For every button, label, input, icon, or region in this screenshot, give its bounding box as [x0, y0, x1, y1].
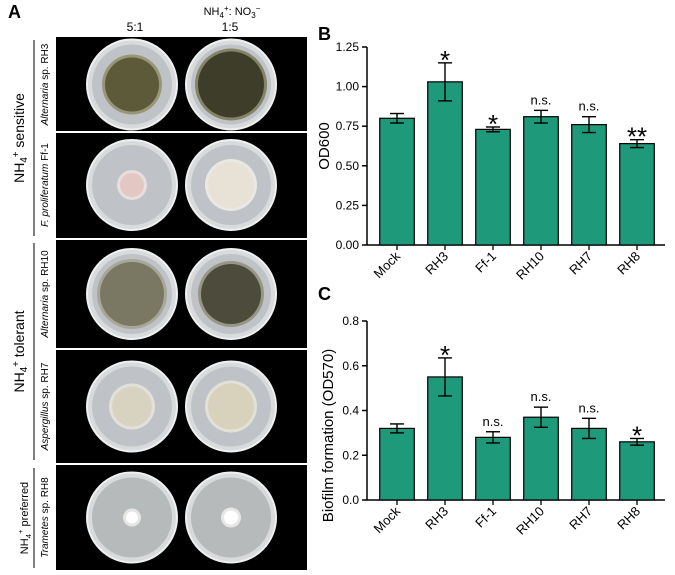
- fungal-colony: [208, 162, 254, 208]
- x-tick-label: Mock: [371, 503, 404, 536]
- strain-label: Trametes sp. RH8: [40, 477, 51, 558]
- bar-rh10: [523, 416, 559, 501]
- panel-label: C: [318, 284, 331, 304]
- bar-rh10: [523, 116, 559, 246]
- significance-ns: n.s.: [483, 414, 504, 429]
- bar-rh3: [427, 376, 463, 501]
- x-tick-label: RH10: [513, 504, 547, 538]
- x-tick-label: RH10: [513, 249, 547, 283]
- bar-ff-1: [475, 128, 511, 246]
- fungal-colony: [208, 383, 254, 430]
- panel-a-label: A: [8, 2, 21, 22]
- y-tick-label: 0.8: [342, 314, 359, 328]
- bar-rh7: [571, 124, 607, 246]
- fungal-colony: [126, 511, 138, 524]
- strain-label: F. proliferatum Ff-1: [40, 143, 51, 227]
- panel-label: B: [318, 24, 331, 44]
- bar-mock: [379, 427, 415, 501]
- x-tick-label: RH7: [566, 504, 595, 533]
- significance-star: *: [488, 109, 498, 139]
- x-tick-label: Mock: [371, 248, 404, 281]
- y-tick-label: 0.0: [342, 493, 359, 507]
- significance-ns: n.s.: [531, 389, 552, 404]
- x-tick-label: RH7: [566, 249, 595, 278]
- y-tick-label: 0.25: [336, 198, 360, 212]
- fungal-colony: [198, 51, 264, 118]
- y-tick-label: 1.25: [336, 40, 360, 54]
- y-tick-label: 0.75: [336, 119, 360, 133]
- group-label: NH4+ sensitive: [11, 93, 30, 183]
- bar-ff-1: [475, 436, 511, 501]
- column-header: NH4+: NO3−: [204, 4, 261, 20]
- y-tick-label: 0.6: [342, 359, 359, 373]
- x-tick-label: RH3: [422, 504, 451, 533]
- column-label-1-5: 1:5: [222, 20, 239, 34]
- y-tick-label: 0.50: [336, 159, 360, 173]
- significance-star: *: [632, 420, 642, 450]
- significance-ns: n.s.: [579, 400, 600, 415]
- fungal-colony: [201, 264, 261, 324]
- significance-star: *: [440, 45, 450, 75]
- significance-star: *: [440, 340, 450, 370]
- strain-label: Alternaria sp. RH3: [40, 43, 51, 126]
- fungal-colony: [120, 173, 144, 197]
- significance-ns: n.s.: [579, 99, 600, 114]
- y-axis-label: OD600: [316, 122, 333, 170]
- x-tick-label: Ff-1: [472, 504, 499, 531]
- chart-panel-b: B 0.00 0.25 0.50 0.75 1.00 1.25 OD600 Mock * RH3 * F…: [316, 24, 665, 283]
- fungal-colony: [105, 57, 159, 112]
- bar-rh3: [427, 81, 463, 246]
- bar-mock: [379, 117, 415, 246]
- column-label-5-1: 5:1: [127, 20, 144, 34]
- bar-rh8: [619, 143, 655, 246]
- x-tick-label: RH8: [614, 249, 643, 278]
- y-axis-label: Biofilm formation (OD570): [320, 349, 337, 522]
- significance-ns: n.s.: [531, 92, 552, 107]
- x-tick-label: RH8: [614, 504, 643, 533]
- fungal-colony: [224, 510, 238, 525]
- strain-label: Alternaria sp. RH10: [40, 250, 51, 339]
- y-tick-label: 0.2: [342, 448, 359, 462]
- significance-star: **: [627, 122, 647, 152]
- x-tick-label: RH3: [422, 249, 451, 278]
- y-tick-label: 0.00: [336, 238, 360, 252]
- y-tick-label: 0.4: [342, 404, 359, 418]
- group-label: NH4+ preferred: [16, 482, 33, 554]
- fungal-colony: [112, 386, 152, 427]
- group-label: NH4+ tolerant: [11, 310, 30, 392]
- fungal-colony: [100, 262, 164, 326]
- chart-panel-c: C 0.0 0.2 0.4 0.6 0.8 Biofilm formation (OD570…: [318, 284, 665, 538]
- bar-rh7: [571, 427, 607, 501]
- y-tick-label: 1.00: [336, 80, 360, 94]
- strain-label: Aspergillus sp. RH7: [40, 362, 51, 451]
- bar-rh8: [619, 441, 655, 501]
- x-tick-label: Ff-1: [472, 249, 499, 276]
